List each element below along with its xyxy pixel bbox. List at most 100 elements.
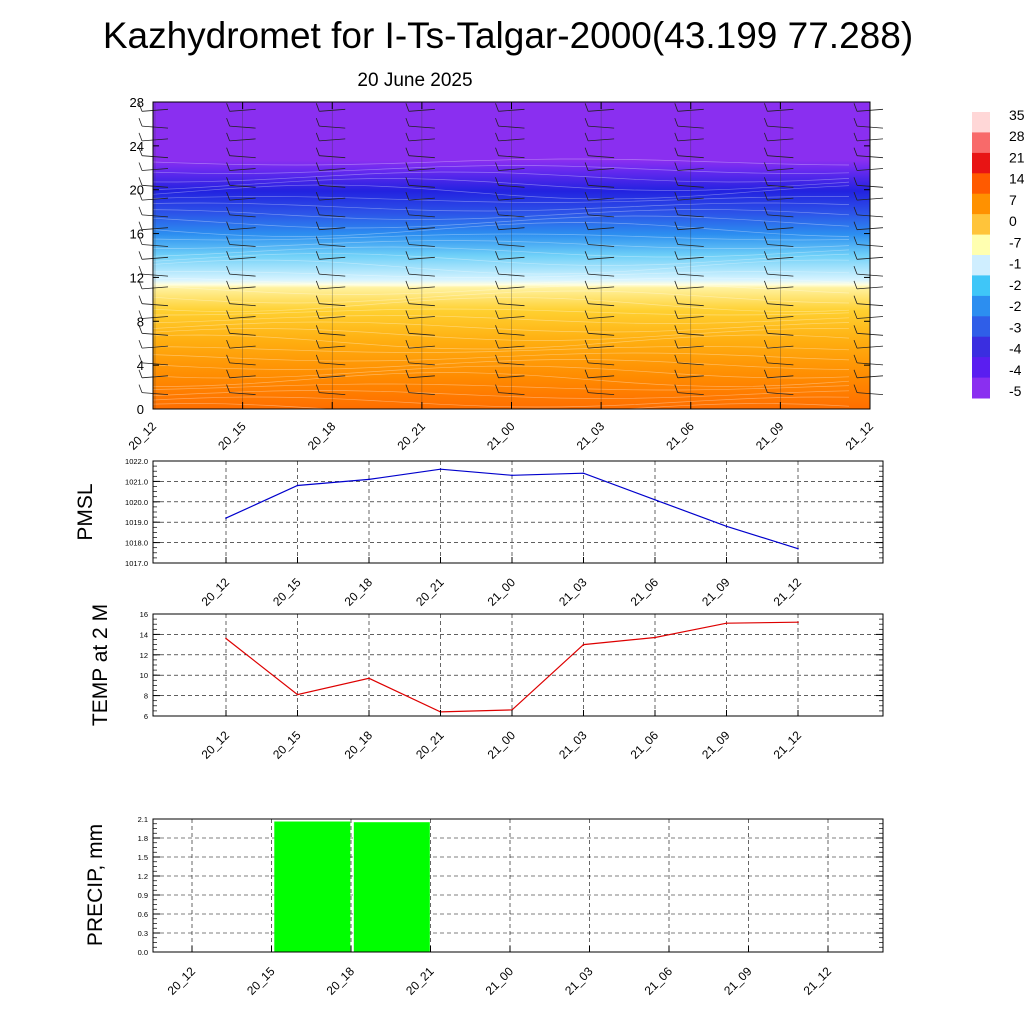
wind-barb-flag [853,103,858,112]
x-tick-label: 21_12 [771,728,805,762]
wind-barb-flag [226,310,230,319]
wind-barb-flag [674,177,679,186]
wind-barb-flag [405,117,410,127]
contour-line [152,271,850,278]
pmsl-point [296,484,299,487]
y-tick-label: 0.0 [138,948,148,957]
wind-barb-flag [764,280,768,290]
x-tick-label: 21_03 [556,575,590,609]
wind-barb-flag [138,162,143,171]
wind-barb-flag [853,236,858,245]
wind-barb-flag [495,162,499,171]
x-tick-label: 20_18 [305,419,339,453]
chart-subtitle: 20 June 2025 [357,70,472,91]
pmsl-points [225,468,799,550]
temp-point [296,693,299,696]
wind-barb-flag [405,103,410,112]
colorbar-label: -2 [1009,277,1022,293]
contour-line [152,259,850,275]
x-tick-label: 21_03 [556,728,590,762]
wind-barb-flag [674,251,679,260]
wind-barb-flag [315,117,320,127]
wind-barb-flag [674,236,679,245]
wind-barb-flag [405,310,410,319]
colorbar-block [972,152,990,174]
contour-line [152,315,850,324]
contour-line [152,372,850,387]
x-tick-label: 21_09 [699,728,733,762]
wind-barb-flag [674,147,679,156]
wind-barb-flag [495,117,499,127]
contour-line [152,321,850,333]
colorbar-block [972,255,990,276]
wind-barb-flag [226,325,230,334]
temp-panel: 6 8 10 12 14 16 20_12 20_15 20_18 20_21 21_00 21_0… [89,604,884,762]
y-tick-label: 24 [130,139,144,154]
colorbar-label: 14 [1009,171,1024,187]
colorbar-label: -3 [1009,319,1022,335]
x-tick-label: 21_12 [843,419,877,453]
colorbar-label: 28 [1009,128,1024,144]
wind-barb-flag [226,147,230,156]
x-tick-label: 21_06 [628,575,662,609]
wind-barb-flag [226,369,230,378]
wind-barb-flag [405,251,410,260]
contour-line [152,246,850,258]
wind-barb-flag [674,132,679,142]
pmsl-point [511,474,513,477]
wind-barb-flag [138,280,143,290]
contour-line [152,215,850,229]
y-tick-label: 0.3 [138,929,148,938]
wind-barb-flag [764,384,768,393]
pmsl-ylabel: PMSL [74,483,97,540]
wind-barb-flag [495,177,499,186]
colorbar-block [972,336,990,358]
colorbar-label: -2 [1009,298,1022,314]
pmsl-grid [153,461,883,563]
contour-line [152,290,850,304]
pmsl-point [582,472,585,475]
x-tick-label: 20_12 [165,964,199,998]
wind-barb-flag [405,236,410,245]
precip-grid [153,819,883,952]
wind-barb-flag [674,325,679,334]
x-tick-label: 20_12 [126,419,160,453]
wind-barb-flag [764,295,768,304]
temp-point [654,636,656,639]
x-tick-label: 20_12 [199,575,233,609]
contour-line [152,184,850,200]
wind-barb-flag [315,384,320,393]
wind-barb-flag [495,369,499,378]
wind-barb-flag [315,295,320,304]
chart-title: Kazhydromet for I-Ts-Talgar-2000(43.199 … [103,15,913,56]
pmsl-point [368,478,370,481]
pmsl-y-axis: 1017.0 1018.0 1019.0 1020.0 1021.0 1022.0 [125,457,883,568]
x-tick-label: 20_18 [324,964,358,998]
wind-barb-flag [853,369,858,378]
y-tick-label: 1022.0 [125,457,148,466]
wind-barb-flag [138,177,143,186]
temp-ylabel: TEMP at 2 M [89,604,112,726]
wind-barb-flag [138,132,143,142]
y-tick-label: 16 [130,227,144,242]
wind-barb-flag [853,177,858,186]
x-tick-label: 21_09 [753,419,787,453]
colorbar-label: 0 [1009,213,1017,229]
wind-barb-flag [853,280,858,290]
contour-line [152,328,850,341]
precip-bars [274,821,430,952]
wind-barb-flag [674,369,679,378]
wind-barb-flag [138,147,143,156]
wind-barb-flag [226,265,230,275]
wind-barb-flag [405,206,410,216]
wind-barbs [138,102,884,409]
wind-barb-flag [853,147,858,156]
wind-barb-flag [764,177,768,186]
y-tick-label: 6 [144,712,148,721]
wind-barb-flag [495,384,499,393]
pmsl-point [654,498,656,501]
x-tick-label: 20_15 [270,575,304,609]
x-tick-label: 20_15 [215,419,249,453]
wind-barb-flag [138,384,143,393]
